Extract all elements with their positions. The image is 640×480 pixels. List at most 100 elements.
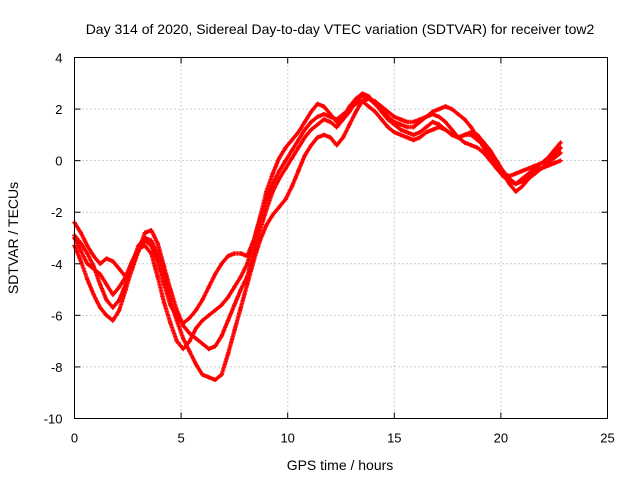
data-point (232, 284, 237, 290)
data-point (296, 137, 301, 143)
data-point (206, 375, 212, 380)
data-point (174, 318, 180, 323)
data-point (302, 119, 307, 125)
data-point (360, 99, 365, 104)
data-point (321, 104, 327, 109)
data-point (213, 271, 218, 277)
data-point (500, 171, 506, 176)
data-point (225, 318, 231, 323)
data-point (513, 171, 519, 176)
data-point (398, 132, 403, 138)
series-track-b (72, 93, 563, 352)
data-point (213, 344, 218, 349)
data-point (219, 372, 224, 377)
data-point (456, 135, 461, 140)
data-point (283, 145, 288, 150)
data-point (520, 176, 525, 181)
data-point (129, 261, 135, 266)
data-point (104, 282, 109, 287)
data-point (379, 117, 384, 122)
data-point (149, 228, 154, 233)
data-point (142, 235, 148, 241)
data-point (411, 119, 416, 125)
data-point (488, 150, 493, 156)
data-point (507, 181, 512, 187)
data-point (417, 135, 423, 140)
data-point (334, 119, 339, 125)
data-point (526, 171, 531, 176)
y-tick-label: 4 (55, 51, 62, 66)
data-point (97, 261, 103, 266)
y-tick-label: -10 (44, 412, 63, 427)
data-point (494, 166, 499, 171)
data-point (507, 173, 512, 179)
data-point (91, 253, 96, 259)
data-point (302, 127, 307, 132)
data-point (443, 104, 448, 109)
data-point (308, 119, 314, 125)
data-point (340, 114, 346, 120)
data-point (315, 122, 320, 127)
data-point (302, 153, 307, 158)
data-point (552, 161, 557, 166)
data-point (219, 333, 224, 339)
data-point (539, 166, 544, 171)
data-point (91, 292, 96, 297)
y-tick-label: -2 (51, 205, 63, 220)
data-point (443, 127, 448, 132)
data-point (398, 117, 403, 122)
data-point (110, 259, 116, 264)
data-point (315, 114, 320, 120)
data-point (174, 338, 180, 344)
series-track-d (72, 96, 563, 383)
data-point (200, 297, 205, 303)
data-point (532, 171, 538, 176)
data-point (142, 230, 148, 236)
data-point (340, 135, 346, 140)
data-point (219, 261, 224, 266)
data-point (244, 282, 250, 287)
data-point (558, 150, 563, 156)
data-point (360, 91, 365, 96)
data-point (552, 153, 557, 158)
data-point (264, 222, 269, 228)
data-point (289, 155, 295, 161)
x-tick-label: 20 (494, 431, 508, 446)
data-point (232, 328, 237, 334)
data-point (117, 266, 122, 272)
data-point (347, 104, 352, 109)
data-point (225, 253, 231, 259)
data-point (372, 109, 378, 114)
data-point (161, 271, 167, 277)
x-axis-title: GPS time / hours (287, 457, 394, 473)
data-point (513, 181, 519, 187)
y-tick-label: -6 (51, 308, 63, 323)
data-point (328, 112, 333, 117)
data-point (520, 168, 525, 174)
data-point (238, 305, 243, 310)
data-point (85, 261, 90, 266)
data-point (520, 184, 525, 189)
data-point (149, 238, 154, 243)
data-point (104, 313, 109, 318)
data-point (276, 176, 282, 181)
data-point (456, 112, 461, 117)
data-point (392, 130, 397, 135)
data-point (558, 158, 563, 163)
data-point (270, 212, 275, 217)
data-point (117, 308, 122, 313)
data-point (289, 137, 295, 143)
y-tick-label: 0 (55, 154, 62, 169)
data-point (404, 124, 410, 130)
data-point (155, 240, 160, 246)
data-point (424, 114, 429, 120)
data-point (296, 168, 301, 174)
y-tick-label: -8 (51, 360, 63, 375)
data-point (424, 130, 429, 135)
data-point (539, 161, 544, 166)
data-point (417, 130, 423, 135)
data-point (149, 251, 154, 256)
data-point (238, 287, 243, 292)
data-point (392, 114, 397, 120)
data-point (353, 109, 359, 114)
